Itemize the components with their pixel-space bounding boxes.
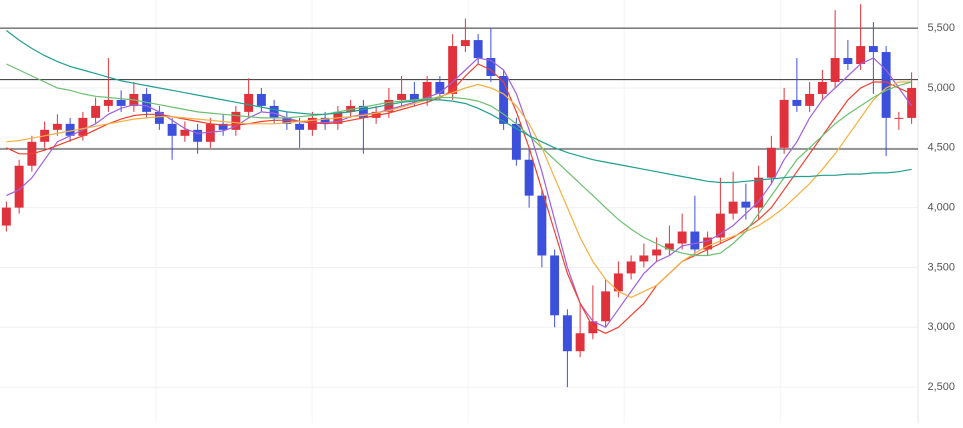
y-tick-label: 3,000 — [927, 321, 955, 333]
candle-body — [664, 243, 674, 250]
candle-body — [537, 195, 547, 256]
candle-body — [435, 81, 445, 94]
candle-body — [703, 237, 713, 250]
candle-body — [460, 40, 470, 47]
candle-body — [677, 231, 687, 244]
candle-body — [894, 117, 904, 119]
y-tick-label: 4,500 — [927, 142, 955, 154]
candle-body — [1, 207, 11, 226]
candle-body — [295, 123, 305, 130]
candle-body — [830, 58, 840, 82]
candle-body — [805, 93, 815, 106]
candle-body — [613, 273, 623, 292]
candle-body — [14, 165, 24, 208]
y-tick-label: 4,000 — [927, 202, 955, 214]
moving-average-line — [6, 63, 912, 334]
candle-body — [779, 99, 789, 148]
candle-body — [715, 213, 725, 238]
candle-body — [652, 249, 662, 256]
moving-average-line — [6, 63, 912, 257]
candle-body — [473, 40, 483, 59]
candle-body — [741, 201, 751, 208]
candle-body — [65, 123, 75, 136]
candle-body — [180, 129, 190, 136]
candle-body — [843, 58, 853, 65]
moving-average-line — [6, 81, 912, 299]
candle-body — [601, 291, 611, 322]
candle-body — [397, 93, 407, 100]
candle-body — [562, 315, 572, 352]
candle-body — [78, 117, 88, 136]
candle-body — [448, 46, 458, 94]
candle-body — [91, 105, 101, 118]
candle-body — [371, 111, 381, 118]
candle-body — [409, 93, 419, 100]
candle-body — [154, 111, 164, 124]
candle-body — [817, 81, 827, 94]
y-tick-label: 5,500 — [927, 22, 955, 34]
candle-body — [358, 105, 368, 118]
candle-body — [728, 201, 738, 214]
candle-body — [103, 99, 113, 106]
candle-body — [205, 123, 215, 142]
candle-body — [868, 46, 878, 53]
candle-body — [256, 93, 266, 106]
y-tick-label: 5,000 — [927, 82, 955, 94]
candle-body — [499, 75, 509, 124]
candle-body — [550, 255, 560, 316]
candle-body — [792, 99, 802, 106]
candle-body — [320, 117, 330, 124]
y-tick-label: 2,500 — [927, 381, 955, 393]
candle-body — [511, 123, 521, 160]
candle-body — [218, 123, 228, 130]
candle-body — [639, 255, 649, 262]
candle-body — [193, 129, 203, 142]
candle-body — [881, 52, 891, 118]
candle-body — [907, 87, 917, 118]
candle-body — [244, 93, 254, 112]
candle-body — [575, 333, 585, 352]
candle-body — [384, 99, 394, 112]
candle-body — [167, 123, 177, 136]
candle-body — [626, 261, 636, 274]
candle-body — [524, 159, 534, 196]
candle-body — [856, 46, 866, 65]
candle-body — [486, 58, 496, 76]
candle-body — [690, 231, 700, 250]
candle-body — [422, 81, 432, 100]
candle-body — [52, 123, 62, 130]
moving-average-line — [6, 30, 912, 184]
moving-average-line — [6, 57, 913, 329]
candle-body — [116, 99, 126, 106]
candle-body — [754, 177, 764, 208]
y-tick-label: 3,500 — [927, 261, 955, 273]
candle-body — [269, 105, 279, 118]
candle-body — [231, 111, 241, 130]
candle-body — [307, 117, 317, 130]
candle-body — [766, 147, 776, 178]
